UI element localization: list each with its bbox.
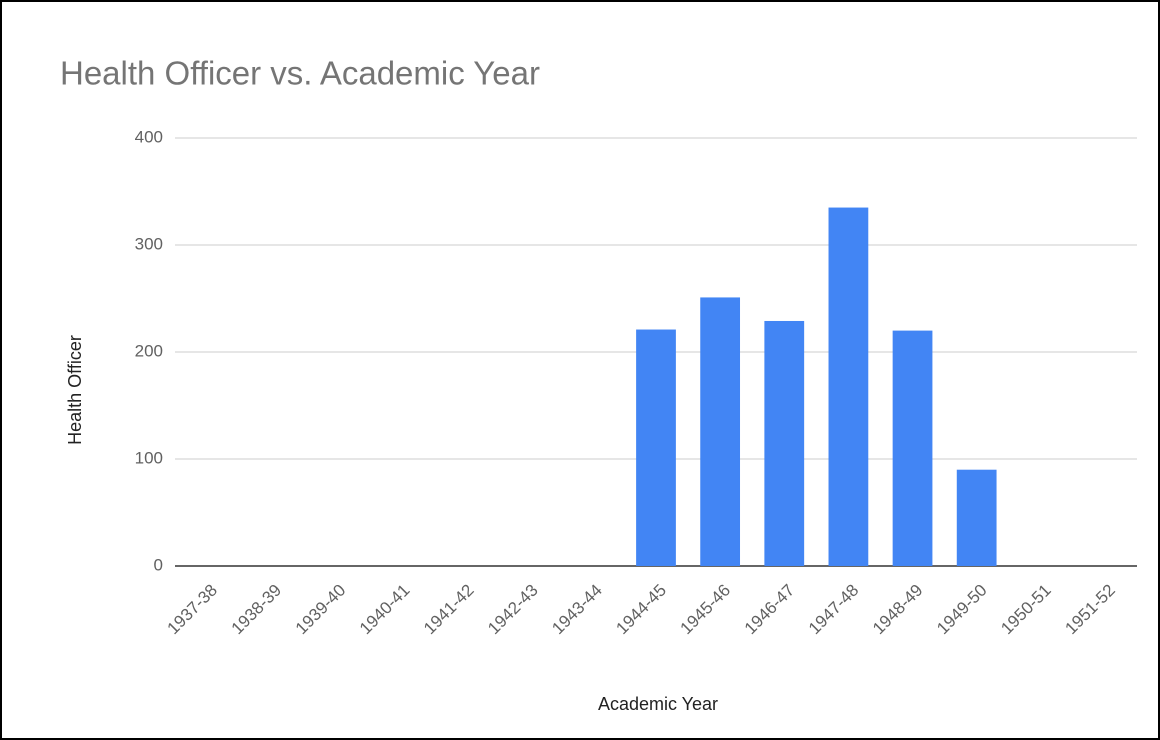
chart-title: Health Officer vs. Academic Year [60, 55, 540, 92]
bar [828, 207, 869, 567]
y-tick-label: 0 [154, 555, 163, 574]
bar [636, 329, 676, 566]
bar [700, 297, 741, 566]
bar [956, 469, 997, 566]
y-tick-label: 300 [135, 234, 163, 253]
y-axis-title: Health Officer [65, 335, 85, 445]
bar [764, 320, 805, 566]
y-tick-label: 400 [135, 127, 163, 146]
y-tick-label: 100 [135, 448, 163, 467]
y-tick-label: 200 [135, 341, 163, 360]
x-axis-title: Academic Year [598, 694, 718, 714]
bar [892, 330, 933, 566]
